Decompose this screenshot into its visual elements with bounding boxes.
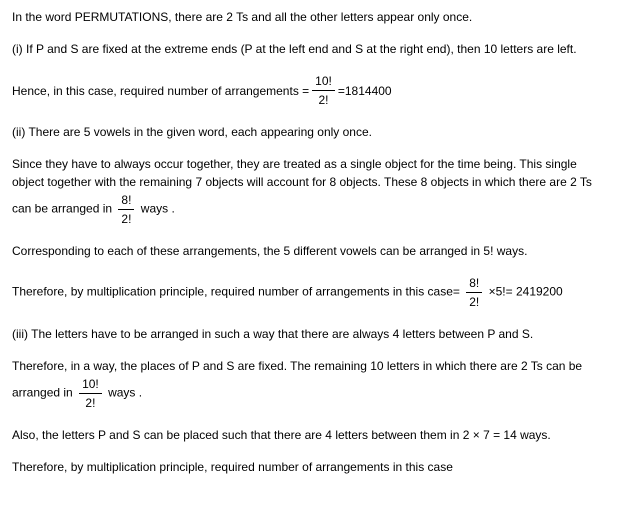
- numerator: 8!: [118, 191, 134, 210]
- paragraph-intro: In the word PERMUTATIONS, there are 2 Ts…: [12, 8, 605, 26]
- fraction: 8! 2!: [118, 191, 134, 228]
- numerator: 10!: [312, 72, 335, 91]
- text-suffix: ways .: [108, 386, 142, 400]
- denominator: 2!: [118, 210, 134, 228]
- text-mid: ×5!=: [489, 285, 513, 299]
- text-suffix: =1814400: [338, 82, 392, 100]
- text-prefix: Therefore, by multiplication principle, …: [12, 285, 460, 299]
- text: Therefore, by multiplication principle, …: [12, 460, 453, 474]
- text-result: 2419200: [516, 285, 563, 299]
- paragraph-i-result: Hence, in this case, required number of …: [12, 72, 605, 109]
- denominator: 2!: [79, 394, 102, 412]
- paragraph-iii-result: Therefore, by multiplication principle, …: [12, 458, 605, 476]
- numerator: 8!: [466, 274, 482, 293]
- text-prefix: Hence, in this case, required number of …: [12, 82, 309, 100]
- text: (iii) The letters have to be arranged in…: [12, 327, 533, 341]
- denominator: 2!: [312, 91, 335, 109]
- paragraph-i: (i) If P and S are fixed at the extreme …: [12, 40, 605, 58]
- paragraph-iii-body: Therefore, in a way, the places of P and…: [12, 357, 605, 412]
- fraction: 10! 2!: [312, 72, 335, 109]
- text: (ii) There are 5 vowels in the given wor…: [12, 125, 372, 139]
- paragraph-iii: (iii) The letters have to be arranged in…: [12, 325, 605, 343]
- text: In the word PERMUTATIONS, there are 2 Ts…: [12, 10, 472, 24]
- paragraph-ii-result: Therefore, by multiplication principle, …: [12, 274, 605, 311]
- paragraph-ii-body: Since they have to always occur together…: [12, 155, 605, 228]
- fraction: 8! 2!: [466, 274, 482, 311]
- paragraph-ii: (ii) There are 5 vowels in the given wor…: [12, 123, 605, 141]
- paragraph-iii-ps: Also, the letters P and S can be placed …: [12, 426, 605, 444]
- paragraph-ii-vowels: Corresponding to each of these arrangeme…: [12, 242, 605, 260]
- text-prefix: Since they have to always occur together…: [12, 157, 592, 216]
- numerator: 10!: [79, 375, 102, 394]
- text-suffix: ways .: [141, 202, 175, 216]
- text: (i) If P and S are fixed at the extreme …: [12, 42, 577, 56]
- text: Also, the letters P and S can be placed …: [12, 428, 551, 442]
- text: Corresponding to each of these arrangeme…: [12, 244, 527, 258]
- denominator: 2!: [466, 293, 482, 311]
- fraction: 10! 2!: [79, 375, 102, 412]
